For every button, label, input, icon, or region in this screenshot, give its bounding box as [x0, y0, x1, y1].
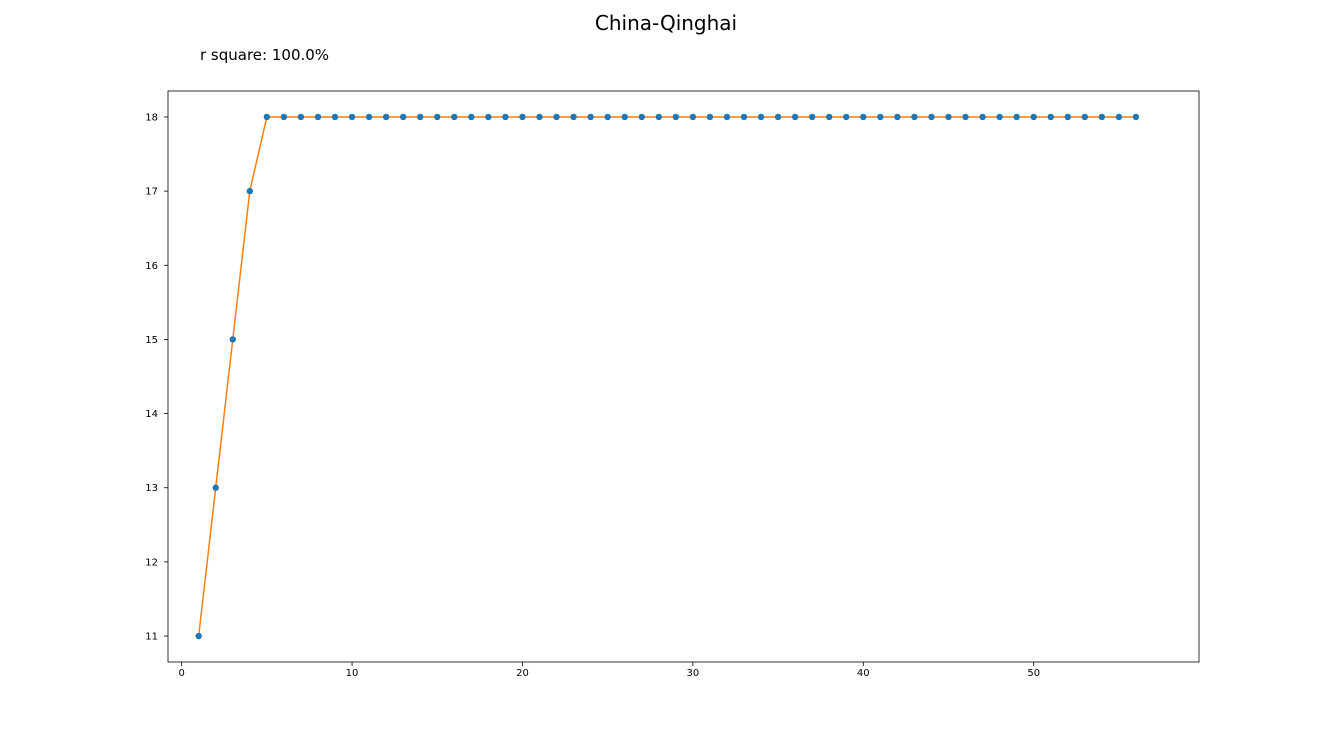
data-point	[655, 113, 662, 121]
data-point	[212, 484, 219, 491]
data-point	[689, 113, 697, 121]
data-point	[382, 113, 390, 121]
data-point	[195, 632, 202, 640]
x-tick-label: 20	[516, 668, 529, 679]
data-point	[843, 113, 850, 121]
data-point	[519, 113, 526, 121]
data-point	[996, 113, 1003, 121]
data-point	[348, 113, 356, 121]
data-point	[417, 113, 424, 121]
data-point	[468, 113, 475, 121]
y-tick-label: 11	[145, 632, 158, 643]
data-point	[280, 113, 288, 121]
data-point	[911, 113, 918, 121]
data-point	[246, 187, 253, 195]
data-point	[638, 113, 645, 121]
x-tick-label: 30	[687, 668, 700, 679]
data-point	[962, 113, 969, 121]
x-tick-label: 0	[178, 668, 184, 679]
y-tick-label: 13	[145, 483, 158, 494]
y-tick-label: 16	[145, 261, 158, 272]
data-point	[1030, 113, 1037, 121]
data-point	[331, 113, 339, 121]
plot-area	[168, 91, 1199, 662]
data-point	[945, 113, 952, 121]
data-point	[553, 113, 560, 121]
data-point	[826, 113, 833, 121]
data-point	[877, 113, 884, 121]
data-point	[928, 113, 935, 121]
data-point	[723, 113, 731, 121]
data-point	[808, 113, 816, 121]
data-point	[229, 336, 236, 343]
y-axis: 11 12 13 14 15 16 17 18	[145, 112, 168, 643]
y-tick-label: 18	[145, 112, 158, 123]
data-point	[399, 113, 407, 121]
data-point	[894, 113, 901, 121]
data-point	[587, 113, 594, 121]
chart-title: China-Qinghai	[595, 11, 737, 35]
data-point	[485, 113, 492, 121]
x-tick-label: 40	[857, 668, 870, 679]
data-point	[1132, 113, 1140, 121]
data-point	[604, 113, 611, 121]
data-point	[297, 113, 305, 121]
data-point	[570, 113, 577, 121]
data-point	[860, 113, 867, 121]
data-point	[1115, 113, 1123, 121]
data-point	[536, 113, 543, 121]
data-point	[791, 113, 799, 121]
data-point	[979, 113, 986, 121]
data-point	[365, 113, 373, 121]
data-point	[434, 113, 441, 121]
x-tick-label: 10	[346, 668, 359, 679]
data-point	[1013, 113, 1020, 121]
x-axis: 0 10 20 30 40 50	[178, 662, 1040, 679]
axes-frame	[167, 90, 1200, 663]
y-tick-label: 15	[145, 335, 158, 346]
y-tick-label: 14	[145, 409, 158, 420]
data-point	[314, 113, 322, 121]
data-point	[774, 113, 782, 121]
data-point	[672, 113, 680, 121]
data-point	[1098, 113, 1106, 121]
data-point	[1047, 113, 1054, 121]
data-point	[451, 113, 458, 121]
data-point	[263, 113, 271, 121]
data-points-layer	[195, 113, 1140, 640]
data-point	[757, 113, 765, 121]
r-square-annotation: r square: 100.0%	[200, 46, 329, 64]
data-point	[740, 113, 748, 121]
data-point	[1064, 113, 1071, 121]
y-tick-label: 12	[145, 557, 158, 568]
data-point	[502, 113, 509, 121]
data-point	[706, 113, 714, 121]
data-point	[621, 113, 628, 121]
y-tick-label: 17	[145, 187, 158, 198]
x-tick-label: 50	[1027, 668, 1040, 679]
data-point	[1081, 113, 1089, 121]
